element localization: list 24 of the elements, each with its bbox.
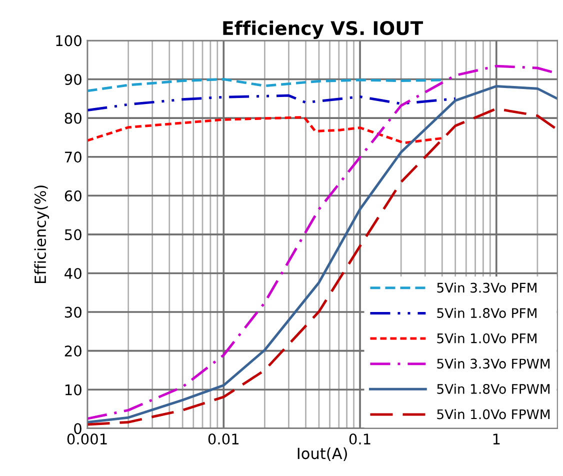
legend-label: 5Vin 1.0Vo FPWM — [437, 409, 550, 420]
x-axis-title: Iout(A) — [298, 447, 347, 461]
y-axis-title: Efficiency(%) — [34, 186, 50, 284]
y-tick-label: 100 — [56, 35, 82, 46]
x-tick-label: 0.001 — [67, 434, 107, 445]
legend-label: 5Vin 1.8Vo PFM — [437, 308, 536, 318]
legend-label: 5Vin 1.8Vo FPWM — [437, 384, 550, 394]
legend-label: 5Vin 3.3Vo PFM — [437, 282, 536, 293]
y-tick-label: 80 — [64, 112, 82, 124]
y-tick-label: 90 — [64, 74, 82, 85]
y-tick-label: 10 — [65, 384, 82, 396]
x-tick-label: 1 — [493, 434, 500, 444]
y-tick-label: 70 — [65, 152, 82, 163]
y-tick-label: 20 — [64, 346, 82, 357]
chart-title: Efficiency VS. IOUT — [223, 20, 424, 39]
legend-label: 5Vin 1.0Vo PFM — [437, 333, 536, 344]
y-tick-label: 40 — [64, 268, 82, 279]
x-tick-label: 0.1 — [349, 434, 370, 445]
y-tick-label: 60 — [64, 190, 82, 202]
y-tick-label: 0 — [74, 423, 82, 434]
y-tick-label: 30 — [64, 306, 82, 318]
x-tick-label: 0.01 — [208, 434, 239, 445]
y-tick-label: 50 — [64, 229, 82, 240]
legend-label: 5Vin 3.3Vo FPWM — [437, 358, 550, 369]
